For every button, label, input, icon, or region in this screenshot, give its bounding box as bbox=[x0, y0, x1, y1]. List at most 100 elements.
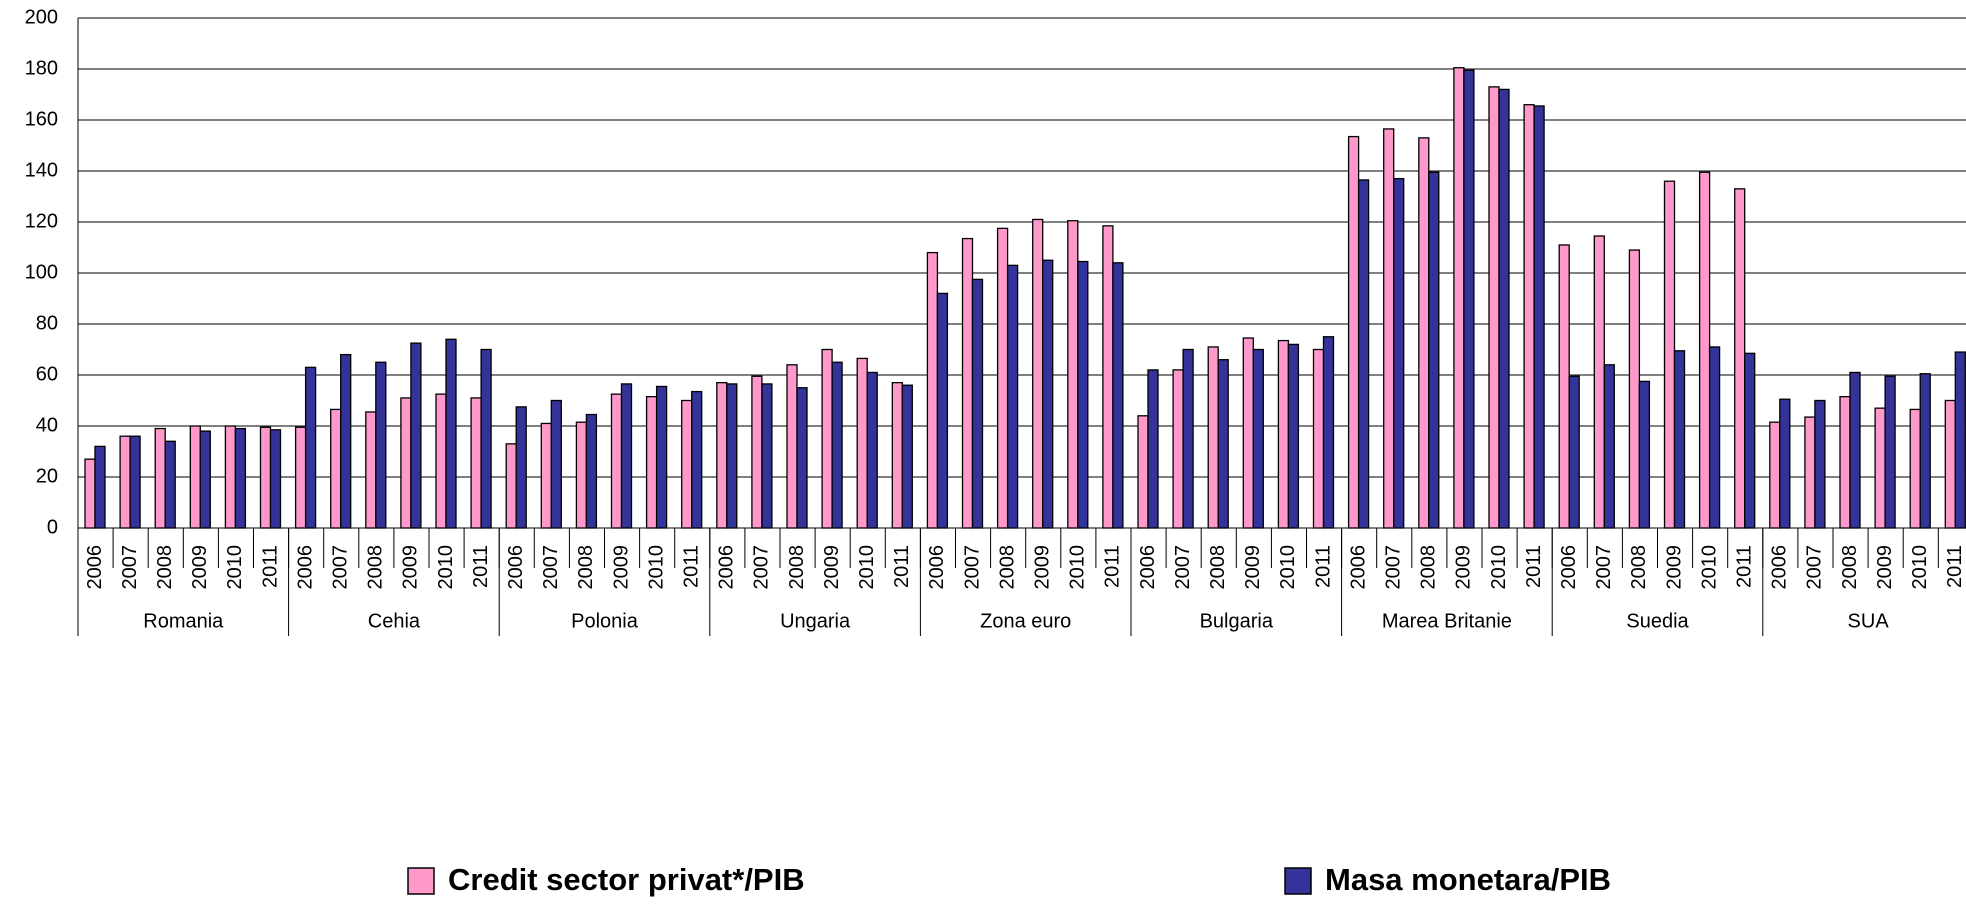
bar bbox=[996, 227, 1009, 529]
bar bbox=[515, 406, 527, 529]
group-label: Cehia bbox=[368, 610, 421, 632]
bar bbox=[1252, 348, 1264, 529]
bar bbox=[575, 421, 588, 529]
x-tick-label: 2010 bbox=[645, 545, 667, 590]
group-label: Zona euro bbox=[980, 610, 1071, 632]
bar bbox=[234, 427, 247, 529]
x-tick-label: 2006 bbox=[1137, 545, 1159, 590]
x-tick-label: 2011 bbox=[1944, 545, 1966, 588]
x-tick-label: 2009 bbox=[1874, 545, 1896, 590]
bar bbox=[1884, 375, 1896, 529]
bar bbox=[620, 383, 633, 529]
bar bbox=[505, 443, 517, 529]
bar bbox=[400, 397, 412, 529]
x-tick-label: 2010 bbox=[856, 545, 878, 590]
bar bbox=[129, 435, 141, 529]
bar bbox=[199, 430, 211, 529]
bar bbox=[445, 338, 457, 529]
y-tick-label: 100 bbox=[25, 261, 58, 283]
bar bbox=[1523, 104, 1535, 529]
y-tick-label: 140 bbox=[25, 159, 58, 181]
bar bbox=[1463, 69, 1475, 529]
x-tick-label: 2006 bbox=[1558, 545, 1580, 590]
bar bbox=[1277, 339, 1290, 529]
bar bbox=[1593, 235, 1605, 529]
bar bbox=[470, 397, 482, 529]
bar bbox=[761, 383, 773, 529]
y-tick-label: 160 bbox=[25, 108, 58, 130]
bar bbox=[1698, 171, 1711, 529]
x-tick-label: 2006 bbox=[926, 545, 948, 590]
bar bbox=[1112, 262, 1124, 529]
bar bbox=[1488, 86, 1500, 529]
bar bbox=[1453, 67, 1465, 529]
bar bbox=[1147, 369, 1159, 529]
bar bbox=[1814, 399, 1826, 529]
bar bbox=[154, 427, 166, 529]
x-tick-label: 2006 bbox=[505, 545, 527, 590]
x-tick-label: 2011 bbox=[470, 545, 492, 588]
bar bbox=[1533, 105, 1545, 529]
x-tick-label: 2008 bbox=[1628, 545, 1650, 590]
bar bbox=[1006, 264, 1019, 529]
bar bbox=[1673, 350, 1686, 529]
bar bbox=[1077, 260, 1089, 529]
x-tick-label: 2009 bbox=[821, 545, 843, 590]
bar bbox=[691, 390, 703, 529]
bar bbox=[1663, 180, 1676, 529]
bar bbox=[480, 348, 492, 529]
x-tick-label: 2010 bbox=[1909, 545, 1931, 590]
x-tick-label: 2007 bbox=[1804, 545, 1826, 590]
bar bbox=[1744, 352, 1756, 529]
bar bbox=[189, 425, 201, 529]
bar bbox=[550, 399, 562, 529]
bar bbox=[1498, 88, 1510, 529]
bar bbox=[1638, 380, 1651, 529]
y-tick-label: 0 bbox=[47, 516, 58, 538]
bar bbox=[1217, 359, 1229, 529]
bar bbox=[1067, 220, 1079, 529]
bar bbox=[1769, 421, 1781, 529]
legend-label: Masa monetara/PIB bbox=[1325, 862, 1611, 897]
bar bbox=[751, 375, 763, 529]
bar bbox=[726, 383, 738, 529]
bar bbox=[716, 381, 728, 529]
x-tick-label: 2011 bbox=[1734, 545, 1756, 588]
group-label: Bulgaria bbox=[1200, 610, 1274, 632]
bar bbox=[1312, 348, 1325, 529]
x-tick-label: 2009 bbox=[1453, 545, 1475, 590]
bar bbox=[330, 408, 342, 529]
bar bbox=[610, 393, 623, 529]
bar bbox=[1568, 375, 1580, 529]
y-tick-label: 20 bbox=[36, 465, 58, 487]
group-label: Romania bbox=[143, 610, 224, 632]
legend-label: Credit sector privat*/PIB bbox=[448, 862, 805, 897]
bar bbox=[1839, 396, 1851, 529]
x-tick-label: 2008 bbox=[786, 545, 808, 590]
x-tick-label: 2010 bbox=[1698, 545, 1720, 590]
bar bbox=[340, 353, 352, 529]
bar bbox=[365, 411, 377, 529]
x-tick-label: 2006 bbox=[1347, 545, 1369, 590]
x-tick-label: 2008 bbox=[1839, 545, 1861, 590]
bar bbox=[655, 385, 668, 529]
group-label: SUA bbox=[1848, 610, 1890, 632]
bar bbox=[1708, 346, 1721, 529]
x-tick-label: 2009 bbox=[400, 545, 422, 590]
bar bbox=[1172, 369, 1184, 529]
bar bbox=[1207, 346, 1219, 529]
bar bbox=[1347, 135, 1360, 529]
x-tick-label: 2010 bbox=[1067, 545, 1089, 590]
legend-swatch bbox=[1284, 867, 1312, 895]
bar bbox=[1042, 259, 1054, 529]
bar bbox=[1182, 348, 1194, 529]
x-tick-label: 2011 bbox=[259, 545, 281, 588]
bar bbox=[1287, 343, 1300, 529]
bar bbox=[681, 399, 693, 529]
bar bbox=[259, 426, 272, 529]
group-label: Ungaria bbox=[780, 610, 851, 632]
x-tick-label: 2007 bbox=[540, 545, 562, 590]
x-tick-label: 2008 bbox=[575, 545, 597, 590]
x-tick-label: 2009 bbox=[1242, 545, 1264, 590]
